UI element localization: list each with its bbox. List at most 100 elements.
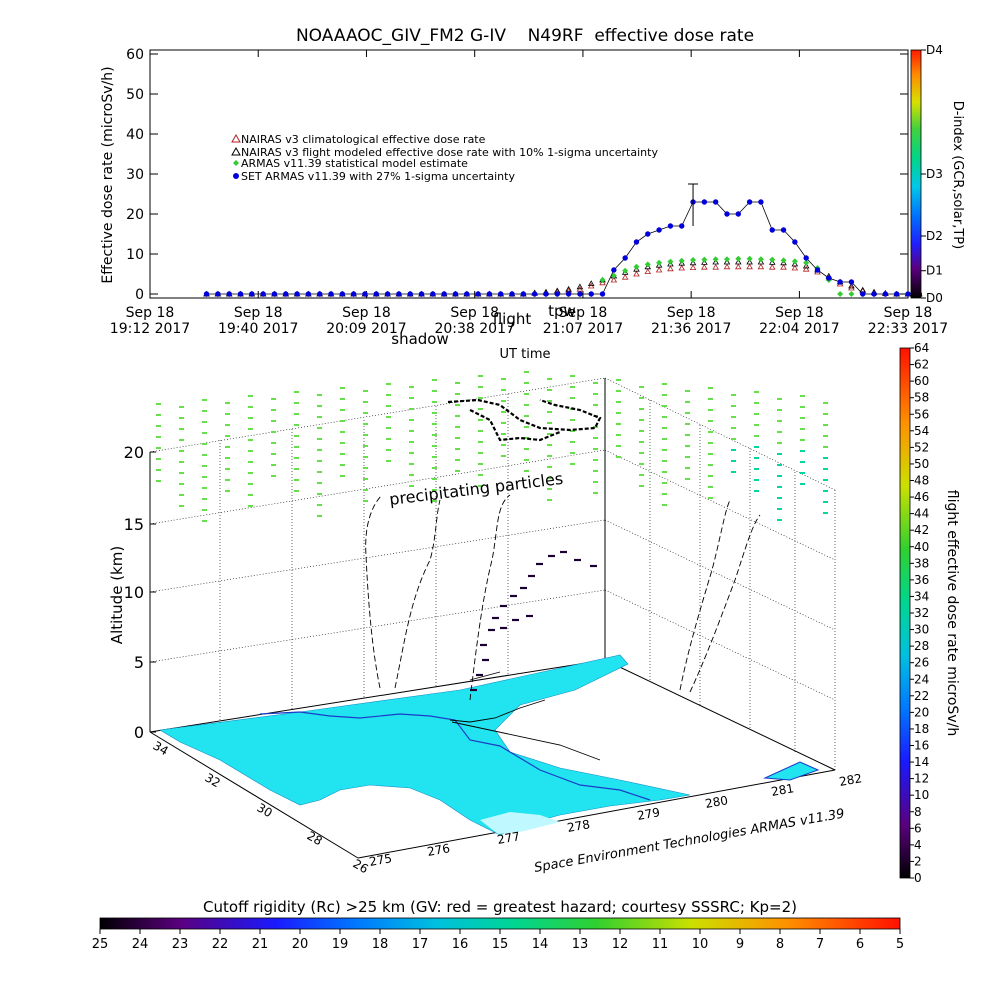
data-point: [701, 259, 708, 265]
rigidity-tick-label: 22: [212, 937, 229, 952]
map-surface: [159, 654, 691, 836]
data-point: [723, 263, 731, 270]
latitude-tick-label: 28: [305, 828, 325, 848]
data-point: [780, 263, 787, 270]
data-point: [746, 199, 753, 205]
x-tick-label: Sep 18: [126, 305, 175, 321]
data-point: [644, 268, 652, 274]
page-title: NOAAAOC_GIV_FM2 G-IV N49RF effective dos…: [296, 26, 754, 46]
legend-label: SET ARMAS v11.39 with 27% 1-sigma uncert…: [241, 170, 515, 183]
legend-entry-armas-statistical: ARMAS v11.39 statistical model estimate: [233, 157, 468, 170]
data-point: [871, 291, 877, 297]
data-point: [768, 259, 776, 265]
longitude-tick-label: 275: [368, 851, 393, 869]
data-point: [655, 261, 663, 268]
cutoff-rigidity-ticks: 25 24 23 22 21 20 19 18 17 16 15 14 13 12 11 10 9 8 7 6 5: [92, 929, 904, 952]
legend-label: ARMAS v11.39 statistical model estimate: [241, 157, 468, 170]
data-point: [237, 291, 244, 297]
longitude-tick-label: 278: [566, 817, 591, 835]
dose-tick-label: 44: [914, 507, 929, 521]
data-point: [746, 263, 753, 270]
rigidity-tick-label: 13: [572, 937, 589, 952]
data-point: [373, 291, 379, 297]
longitude-tick-label: 277: [496, 829, 521, 847]
data-point: [667, 223, 674, 229]
dose-tick-label: 6: [914, 821, 922, 835]
x-tick-label: Sep 18: [450, 305, 499, 321]
overlay-text-tpw: tpw: [548, 302, 576, 320]
longitude-ticks: 275 276 277 278 279 280 281 282: [368, 771, 863, 869]
rigidity-tick-label: 10: [692, 937, 709, 952]
x-tick-label: Sep 18: [234, 305, 283, 321]
data-point: [792, 239, 798, 245]
longitude-tick-label: 282: [838, 771, 863, 789]
data-point: [271, 291, 278, 297]
data-point: [531, 291, 538, 297]
x-tick-label: Sep 18: [775, 305, 824, 321]
dose-tick-label: 10: [914, 788, 929, 802]
data-point: [780, 257, 787, 264]
overlay-text-flight: flight: [493, 310, 532, 328]
rigidity-tick-label: 23: [172, 937, 189, 952]
data-point: [599, 277, 606, 283]
data-point: [667, 258, 674, 265]
data-point: [724, 211, 730, 217]
x-tick-label: 19:12 2017: [110, 321, 190, 337]
data-point: [543, 291, 549, 297]
rigidity-tick-label: 18: [372, 937, 389, 952]
data-point: [328, 291, 334, 297]
data-point: [599, 291, 606, 297]
data-point: [509, 291, 515, 297]
data-point: [599, 279, 606, 286]
data-point: [464, 291, 470, 297]
dose-tick-label: 2: [914, 854, 922, 868]
data-point: [283, 291, 289, 297]
data-point: [407, 291, 413, 297]
longitude-tick-label: 281: [770, 781, 795, 799]
data-point: [554, 291, 560, 297]
data-point: [656, 227, 662, 233]
dose-tick-label: 8: [914, 805, 922, 819]
data-point: [633, 265, 640, 272]
data-point: [837, 279, 843, 285]
dose-tick-label: 50: [914, 457, 929, 471]
x-tick-label: Sep 18: [667, 305, 716, 321]
dose-rate-colorbar: [899, 347, 911, 879]
data-point: [768, 263, 776, 270]
dose-tick-label: 32: [914, 606, 929, 620]
legend-label: NAIRAS v3 climatological effective dose …: [241, 133, 486, 146]
top-y-ticks: 0 10 20 30 40 50 60: [126, 47, 908, 303]
longitude-tick-label: 280: [704, 793, 729, 811]
dose-tick-label: 38: [914, 556, 929, 570]
series-line: [206, 201, 920, 295]
data-point: [396, 291, 402, 297]
data-point: [746, 255, 753, 262]
x-tick-label: 19:40 2017: [218, 321, 298, 337]
rigidity-tick-label: 24: [132, 937, 149, 952]
dose-tick-label: 16: [914, 739, 929, 753]
rigidity-tick-label: 16: [452, 937, 469, 952]
data-point: [848, 282, 855, 289]
d-index-label: D-index (GCR,solar,TP): [950, 101, 965, 249]
top-x-axis-label: UT time: [500, 347, 551, 362]
rigidity-tick-label: 11: [652, 937, 669, 952]
altitude-tick-label: 0: [134, 723, 144, 742]
data-point: [712, 199, 719, 205]
data-point: [769, 256, 776, 263]
data-point: [893, 291, 900, 297]
data-point: [735, 258, 742, 265]
rigidity-tick-label: 5: [896, 937, 904, 952]
overlay-text-shadow: shadow: [391, 330, 448, 348]
data-point: [655, 266, 663, 273]
coastline: [259, 711, 651, 801]
y-tick-label: 40: [126, 127, 144, 143]
altitude-tick-label: 15: [124, 515, 144, 534]
cutoff-rigidity-colorbar: [99, 917, 901, 930]
dose-tick-label: 46: [914, 490, 929, 504]
y-tick-label: 0: [135, 287, 144, 303]
dose-tick-label: 54: [914, 424, 929, 438]
data-point: [758, 199, 764, 205]
data-point: [418, 291, 425, 297]
